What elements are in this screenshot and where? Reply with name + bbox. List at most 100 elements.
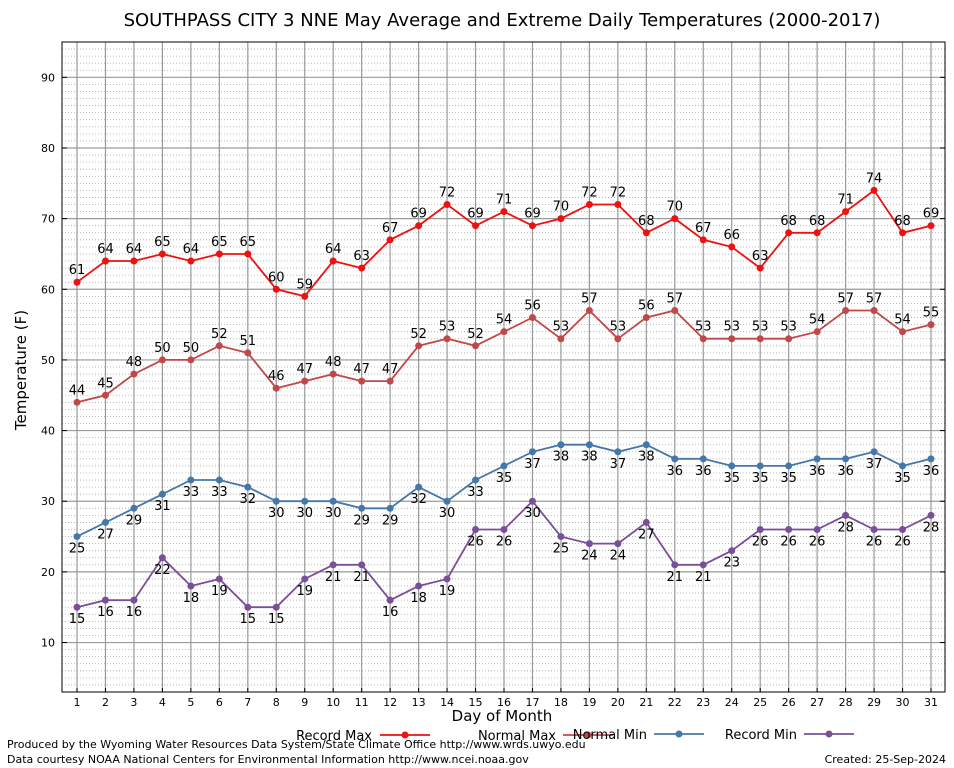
x-tick-label: 12 [383,696,397,709]
data-label: 67 [382,221,399,236]
data-label: 18 [183,591,200,606]
data-point [187,356,195,364]
data-label: 27 [638,527,655,542]
data-point [472,342,480,350]
x-tick-label: 15 [469,696,483,709]
data-label: 64 [97,242,114,257]
data-label: 65 [154,235,171,250]
data-label: 22 [154,563,171,578]
data-point [699,236,707,244]
footer-data-courtesy: Data courtesy NOAA National Centers for … [7,753,529,766]
data-label: 36 [695,464,712,479]
data-point [272,285,280,293]
data-point [472,476,480,484]
data-point [73,278,81,286]
data-label: 26 [866,535,883,550]
data-point [557,335,565,343]
data-point [785,335,793,343]
y-tick-label: 20 [41,566,55,579]
data-label: 66 [723,228,740,243]
data-label: 16 [97,605,114,620]
data-label: 15 [69,612,86,627]
data-label: 53 [752,320,769,335]
data-label: 68 [894,214,911,229]
data-label: 36 [809,464,826,479]
data-label: 46 [268,369,285,384]
data-point [386,236,394,244]
data-point [272,384,280,392]
data-point [301,575,309,583]
data-point [927,222,935,230]
data-label: 26 [467,535,484,550]
data-label: 53 [723,320,740,335]
data-label: 31 [154,499,171,514]
x-tick-label: 13 [412,696,426,709]
data-label: 32 [410,492,427,507]
data-label: 55 [923,306,940,321]
data-label: 24 [581,549,598,564]
data-label: 37 [524,457,541,472]
data-point [728,547,736,555]
data-point [842,511,850,519]
data-label: 26 [496,535,513,550]
data-point [813,229,821,237]
data-point [443,497,451,505]
data-point [386,377,394,385]
data-point [301,377,309,385]
data-label: 57 [837,291,854,306]
data-label: 48 [126,355,143,370]
data-label: 64 [126,242,143,257]
data-label: 64 [183,242,200,257]
legend-marker [675,730,683,738]
data-point [870,448,878,456]
data-point [642,314,650,322]
data-point [614,448,622,456]
legend-marker [401,731,409,739]
data-label: 47 [353,362,370,377]
data-label: 53 [610,320,627,335]
x-tick-label: 28 [839,696,853,709]
data-point [585,306,593,314]
x-tick-label: 21 [639,696,653,709]
data-label: 25 [69,542,86,557]
data-label: 37 [610,457,627,472]
data-point [101,518,109,526]
data-label: 57 [866,291,883,306]
data-point [244,483,252,491]
data-label: 19 [296,584,313,599]
data-label: 47 [382,362,399,377]
data-point [158,490,166,498]
y-tick-label: 10 [41,637,55,650]
data-point [614,540,622,548]
data-point [187,476,195,484]
data-point [614,335,622,343]
data-label: 57 [667,291,684,306]
data-label: 71 [837,193,854,208]
x-tick-label: 8 [273,696,280,709]
data-point [130,596,138,604]
data-point [130,504,138,512]
data-point [842,455,850,463]
data-point [358,264,366,272]
data-point [500,328,508,336]
data-point [73,533,81,541]
data-label: 15 [268,612,285,627]
x-tick-label: 27 [810,696,824,709]
data-point [842,306,850,314]
chart-title: SOUTHPASS CITY 3 NNE May Average and Ext… [124,10,881,31]
data-label: 18 [410,591,427,606]
data-point [386,596,394,604]
data-point [870,306,878,314]
data-label: 19 [211,584,228,599]
data-point [927,455,935,463]
data-label: 52 [211,327,228,342]
data-point [642,518,650,526]
data-point [756,335,764,343]
x-tick-label: 14 [440,696,454,709]
data-label: 70 [667,200,684,215]
data-point [329,370,337,378]
data-point [899,328,907,336]
x-tick-label: 11 [355,696,369,709]
data-label: 51 [240,334,257,349]
legend-label: Normal Max [478,729,556,744]
